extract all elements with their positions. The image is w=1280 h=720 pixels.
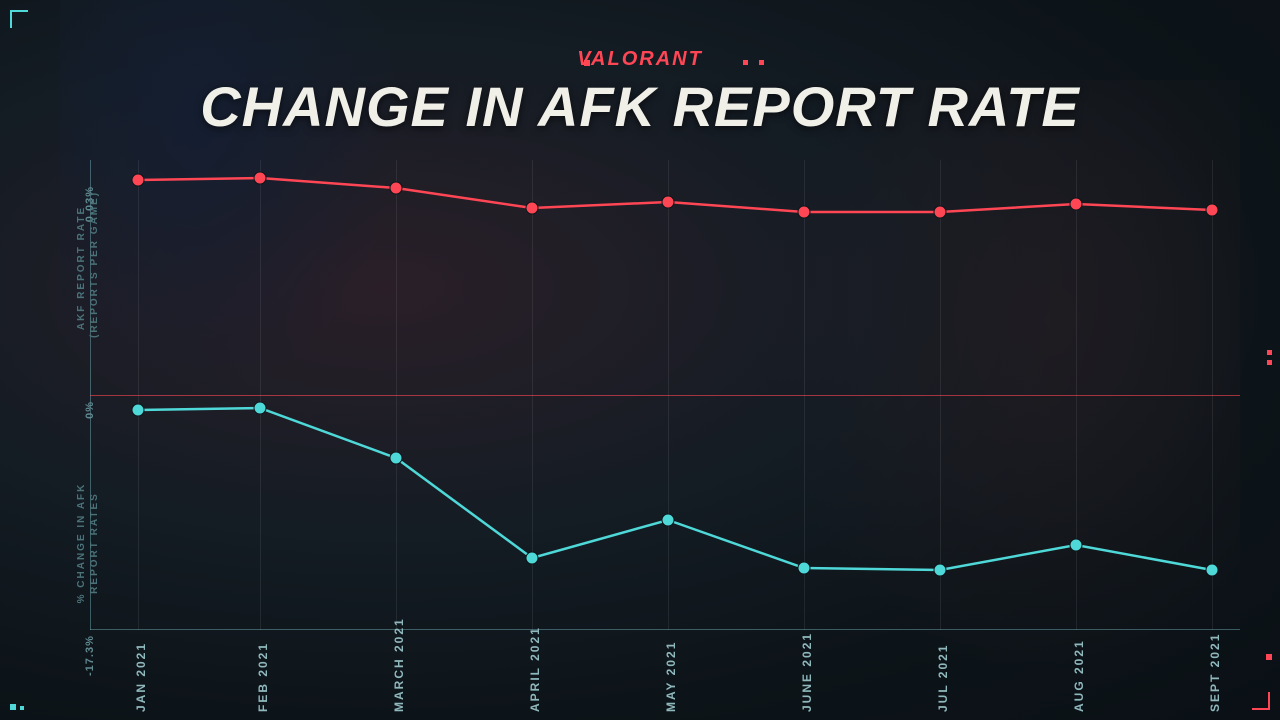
accent-square-icon (759, 60, 764, 65)
series-marker-afk_report_rate (662, 196, 674, 208)
series-marker-afk_report_rate (526, 202, 538, 214)
series-marker-pct_change_afk (254, 402, 266, 414)
corner-dots-bottom-left (10, 698, 22, 710)
chart-lines-svg (90, 160, 1240, 630)
chart-title: CHANGE IN AFK REPORT RATE (200, 74, 1080, 139)
series-marker-pct_change_afk (1206, 564, 1218, 576)
series-marker-afk_report_rate (798, 206, 810, 218)
y-tick-label: -17.3% (84, 636, 96, 676)
series-line-afk_report_rate (138, 178, 1212, 212)
x-axis-label: MARCH 2021 (392, 617, 406, 712)
series-marker-afk_report_rate (1070, 198, 1082, 210)
series-marker-afk_report_rate (254, 172, 266, 184)
series-marker-afk_report_rate (132, 174, 144, 186)
brand-logo-text: VALORANT (577, 48, 703, 71)
series-marker-pct_change_afk (934, 564, 946, 576)
series-marker-pct_change_afk (798, 562, 810, 574)
accent-square-icon (1266, 654, 1272, 660)
x-axis-label: AUG 2021 (1072, 639, 1086, 712)
x-axis-label: MAY 2021 (664, 641, 678, 712)
series-marker-pct_change_afk (390, 452, 402, 464)
x-axis-label: JUNE 2021 (800, 632, 814, 712)
accent-square-icon (743, 60, 748, 65)
series-line-pct_change_afk (138, 408, 1212, 570)
series-marker-pct_change_afk (526, 552, 538, 564)
x-axis-label: JUL 2021 (936, 644, 950, 712)
accent-square-icon (1267, 350, 1272, 355)
chart-plot-area: JAN 2021FEB 2021MARCH 2021APRIL 2021MAY … (90, 160, 1240, 630)
corner-bracket-top-left (10, 10, 28, 28)
series-marker-afk_report_rate (934, 206, 946, 218)
x-axis-label: FEB 2021 (256, 642, 270, 712)
x-axis-label: JAN 2021 (134, 642, 148, 712)
corner-bracket-bottom-right (1252, 692, 1270, 710)
series-marker-pct_change_afk (662, 514, 674, 526)
x-axis-label: SEPT 2021 (1208, 633, 1222, 712)
series-marker-pct_change_afk (132, 404, 144, 416)
x-axis-label: APRIL 2021 (528, 626, 542, 712)
series-marker-afk_report_rate (390, 182, 402, 194)
series-marker-afk_report_rate (1206, 204, 1218, 216)
series-marker-pct_change_afk (1070, 539, 1082, 551)
accent-square-icon (1267, 360, 1272, 365)
